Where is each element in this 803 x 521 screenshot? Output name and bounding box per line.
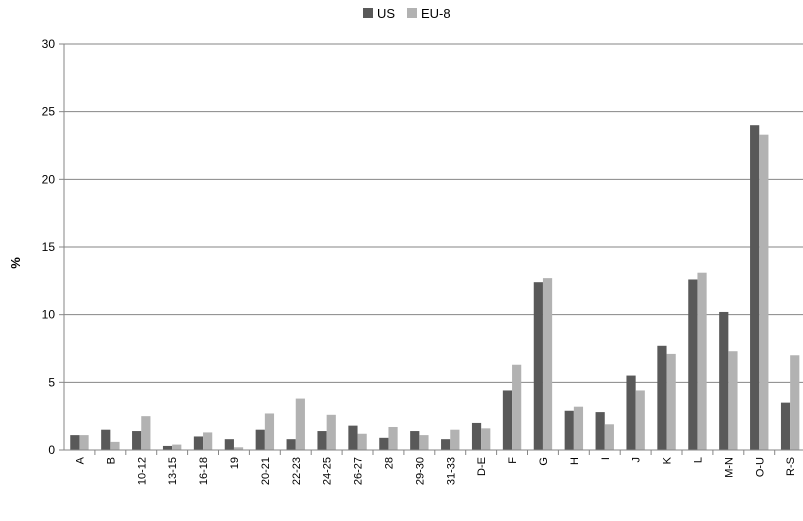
bar-eu-8-20-21 <box>264 413 275 450</box>
bar-eu-8-19 <box>233 447 244 450</box>
bar-us-28 <box>379 437 389 450</box>
bar-us-o-u <box>750 125 760 450</box>
x-tick-label: K <box>662 456 674 464</box>
bar-us-29-30 <box>410 431 420 450</box>
x-tick-label: 31-33 <box>445 457 457 485</box>
x-tick-label: 19 <box>229 457 241 469</box>
x-tick-label: H <box>569 457 581 465</box>
bar-us-m-n <box>719 311 729 450</box>
bar-eu-8-10-12 <box>141 416 151 450</box>
x-tick-label: R-S <box>785 457 797 476</box>
bar-eu-8-26-27 <box>357 433 367 450</box>
bar-us-20-21 <box>255 429 265 450</box>
legend-swatch <box>407 8 417 18</box>
bar-eu-8-a <box>79 435 89 450</box>
y-tick-label: 30 <box>42 37 56 51</box>
bar-eu-8-i <box>604 424 614 450</box>
bar-us-k <box>657 345 667 450</box>
x-tick-label: 26-27 <box>353 457 365 485</box>
y-tick-label: 0 <box>48 443 55 457</box>
y-axis-label: % <box>8 257 23 269</box>
bar-eu-8-31-33 <box>450 429 460 450</box>
bar-us-19 <box>224 439 234 450</box>
x-tick-label: F <box>507 457 519 464</box>
bar-eu-8-o-u <box>759 134 769 450</box>
bar-eu-8-28 <box>388 426 398 450</box>
x-tick-label: 20-21 <box>260 457 272 485</box>
x-tick-label: M-N <box>723 457 735 478</box>
gridlines <box>64 43 803 383</box>
x-tick-label: L <box>692 457 704 463</box>
bar-eu-8-13-15 <box>172 444 182 450</box>
bar-us-22-23 <box>286 439 296 450</box>
x-tick-label: 22-23 <box>291 457 303 485</box>
x-tick-label: D-E <box>476 457 488 476</box>
bar-eu-8-m-n <box>728 351 738 450</box>
x-tick-label: 10-12 <box>136 457 148 485</box>
bar-us-i <box>595 412 605 450</box>
x-tick-label: G <box>538 457 550 466</box>
x-tick-label: A <box>74 456 86 464</box>
bar-eu-8-l <box>697 272 707 450</box>
axes <box>63 44 803 455</box>
y-tick-label: 5 <box>48 375 55 389</box>
bar-eu-8-22-23 <box>295 398 305 450</box>
bar-us-f <box>502 390 513 450</box>
bar-us-l <box>688 279 698 450</box>
bar-eu-8-b <box>110 441 120 450</box>
bar-us-j <box>626 375 636 450</box>
legend-label: US <box>377 6 395 21</box>
bar-eu-8-k <box>666 353 676 450</box>
bar-eu-8-f <box>512 364 522 450</box>
bar-us-d-e <box>471 422 482 450</box>
legend-label: EU-8 <box>421 6 451 21</box>
y-tick-label: 15 <box>42 240 56 254</box>
bar-eu-8-d-e <box>481 428 491 450</box>
bar-us-26-27 <box>348 425 358 450</box>
bar-us-g <box>533 282 543 450</box>
x-tick-label: 29-30 <box>414 457 426 485</box>
bar-eu-8-j <box>635 390 645 450</box>
x-tick-label: B <box>105 457 117 464</box>
bar-us-h <box>564 410 574 450</box>
bar-eu-8-g <box>542 278 553 450</box>
bar-us-b <box>101 429 111 450</box>
y-axis-ticks: 0 5 10 15 20 25 30 <box>42 37 64 457</box>
x-axis-tick-labels: A B 10-12 13-15 16-18 19 20-21 22-23 24-25 26-27 2… <box>74 456 797 485</box>
bar-us-16-18 <box>193 436 204 450</box>
x-tick-label: O-U <box>754 457 766 477</box>
x-tick-label: 16-18 <box>198 457 210 485</box>
x-tick-label: J <box>631 457 643 463</box>
bar-us-13-15 <box>162 445 173 450</box>
bar-us-a <box>70 435 80 450</box>
x-tick-label: 24-25 <box>322 457 334 485</box>
y-tick-label: 10 <box>42 308 56 322</box>
x-tick-label: I <box>600 457 612 460</box>
y-tick-label: 25 <box>42 105 56 119</box>
bar-eu-8-16-18 <box>203 432 213 450</box>
bar-us-r-s <box>780 402 791 450</box>
bar-us-24-25 <box>317 431 327 450</box>
bar-eu-8-29-30 <box>419 435 429 450</box>
bar-eu-8-24-25 <box>326 414 336 450</box>
bar-eu-8-h <box>573 406 584 450</box>
bar-us-31-33 <box>441 439 451 450</box>
legend: US EU-8 <box>363 6 451 21</box>
x-tick-label: 28 <box>383 457 395 469</box>
y-tick-label: 20 <box>42 172 56 186</box>
bar-eu-8-r-s <box>790 355 800 450</box>
legend-swatch <box>363 8 373 18</box>
bar-us-10-12 <box>132 431 142 450</box>
x-tick-label: 13-15 <box>167 457 179 485</box>
bars <box>70 125 800 450</box>
